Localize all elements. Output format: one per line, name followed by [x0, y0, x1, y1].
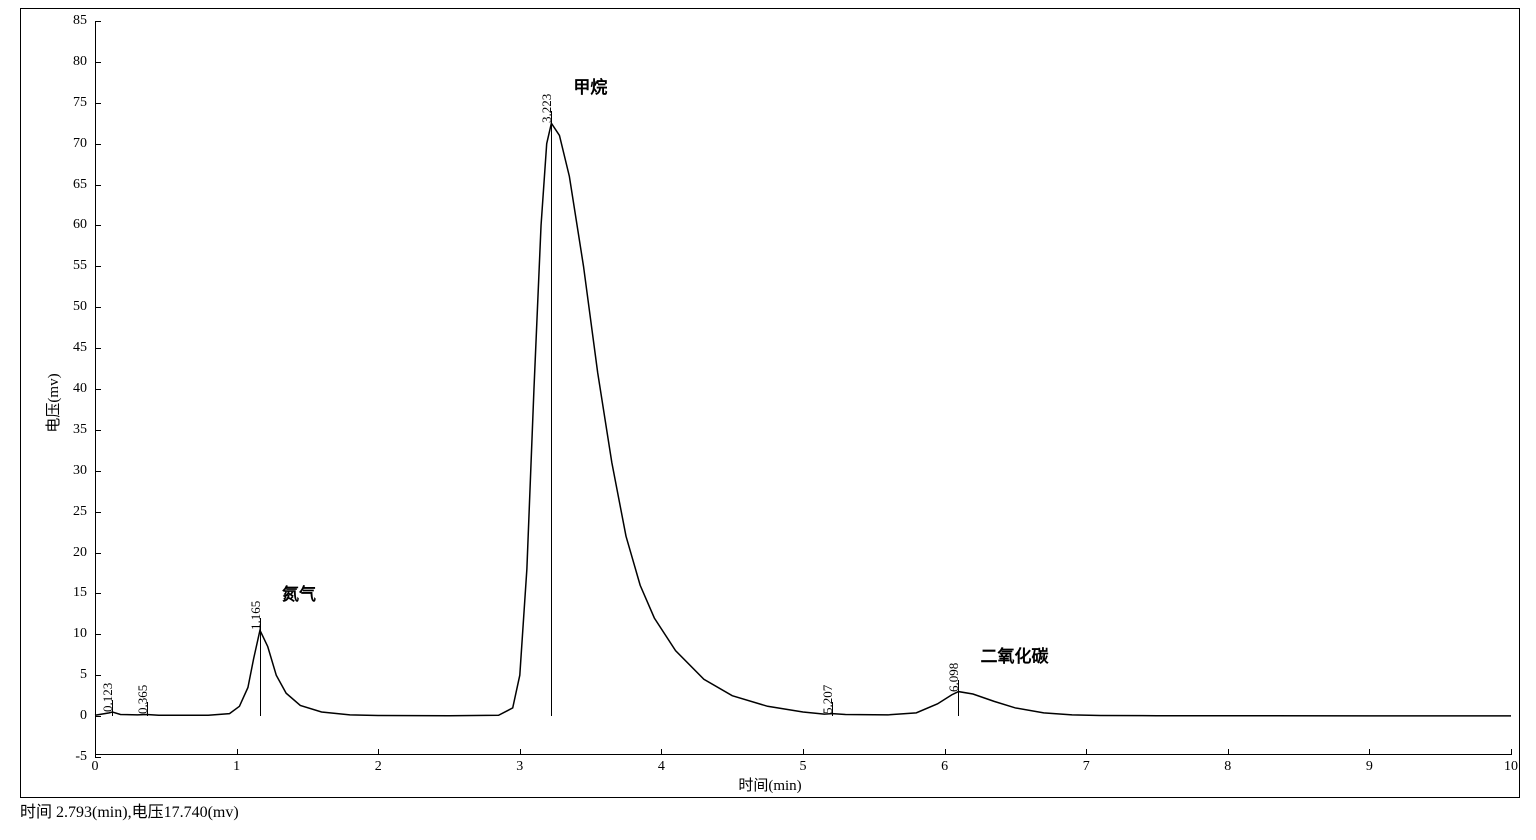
y-tick	[95, 471, 101, 472]
x-tick-label: 1	[233, 759, 240, 775]
x-tick-label: 7	[1083, 759, 1090, 775]
y-tick-label: 10	[73, 626, 87, 642]
y-tick-label: 40	[73, 381, 87, 397]
y-axis-label: 电压(mv)	[42, 373, 63, 432]
y-tick-label: 65	[73, 177, 87, 193]
y-tick-label: 60	[73, 217, 87, 233]
x-tick-label: 8	[1224, 759, 1231, 775]
y-tick-label: 35	[73, 422, 87, 438]
y-tick-label: 0	[80, 708, 87, 724]
y-tick	[95, 144, 101, 145]
peak-rt-label: 3.223	[539, 94, 555, 123]
x-axis-label: 时间(min)	[738, 774, 801, 795]
y-tick-label: 55	[73, 258, 87, 274]
peak-rt-label: 0.123	[100, 683, 116, 712]
y-tick	[95, 307, 101, 308]
status-time-label: 时间	[20, 804, 52, 821]
y-tick-label: 85	[73, 13, 87, 29]
status-voltage-label: 电压	[132, 804, 164, 821]
peak-marker	[260, 618, 261, 716]
y-tick-label: 80	[73, 54, 87, 70]
y-tick-label: 70	[73, 136, 87, 152]
peak-rt-label: 5.207	[820, 684, 836, 713]
y-tick-label: 50	[73, 299, 87, 315]
peak-name-label: 氮气	[282, 580, 316, 605]
y-tick-label: -5	[75, 749, 87, 765]
y-tick	[95, 348, 101, 349]
y-tick-label: 20	[73, 545, 87, 561]
y-tick	[95, 634, 101, 635]
peak-rt-label: 1.165	[248, 601, 264, 630]
x-tick	[661, 749, 662, 755]
y-tick-label: 30	[73, 463, 87, 479]
x-tick	[1086, 749, 1087, 755]
y-tick	[95, 757, 101, 758]
y-tick	[95, 593, 101, 594]
y-tick	[95, 62, 101, 63]
y-tick	[95, 266, 101, 267]
y-tick-label: 15	[73, 585, 87, 601]
peak-marker	[551, 111, 552, 716]
x-tick	[1369, 749, 1370, 755]
y-tick	[95, 553, 101, 554]
y-tick	[95, 675, 101, 676]
y-tick	[95, 430, 101, 431]
y-tick-label: 5	[80, 667, 87, 683]
x-tick-label: 0	[92, 759, 99, 775]
y-tick	[95, 716, 101, 717]
y-tick	[95, 185, 101, 186]
x-tick-label: 3	[516, 759, 523, 775]
y-tick	[95, 225, 101, 226]
status-bar: 时间 2.793(min),电压17.740(mv)	[20, 798, 239, 822]
x-tick	[1511, 749, 1512, 755]
chromatogram-curve	[95, 21, 1511, 757]
y-tick-label: 25	[73, 504, 87, 520]
x-tick-label: 5	[800, 759, 807, 775]
peak-rt-label: 0.365	[135, 685, 151, 714]
y-tick-label: 45	[73, 340, 87, 356]
peak-rt-label: 6.098	[946, 662, 962, 691]
x-tick	[1228, 749, 1229, 755]
y-tick	[95, 512, 101, 513]
y-tick	[95, 21, 101, 22]
x-tick	[520, 749, 521, 755]
plot-area	[95, 21, 1511, 757]
x-tick	[803, 749, 804, 755]
x-tick	[378, 749, 379, 755]
x-tick-label: 9	[1366, 759, 1373, 775]
x-tick-label: 4	[658, 759, 665, 775]
chart-frame: 电压(mv) 时间(min) -505101520253035404550556…	[20, 8, 1520, 798]
x-tick-label: 6	[941, 759, 948, 775]
x-tick	[945, 749, 946, 755]
y-tick	[95, 103, 101, 104]
status-time-unit: (min)	[92, 804, 128, 821]
x-tick-label: 10	[1504, 759, 1518, 775]
peak-name-label: 二氧化碳	[980, 642, 1048, 667]
status-voltage-value: 17.740	[164, 804, 208, 821]
x-tick	[237, 749, 238, 755]
y-tick	[95, 389, 101, 390]
status-voltage-unit: (mv)	[208, 804, 239, 821]
peak-name-label: 甲烷	[573, 73, 607, 98]
y-tick-label: 75	[73, 95, 87, 111]
status-time-value: 2.793	[56, 804, 92, 821]
x-tick-label: 2	[375, 759, 382, 775]
x-tick	[95, 749, 96, 755]
